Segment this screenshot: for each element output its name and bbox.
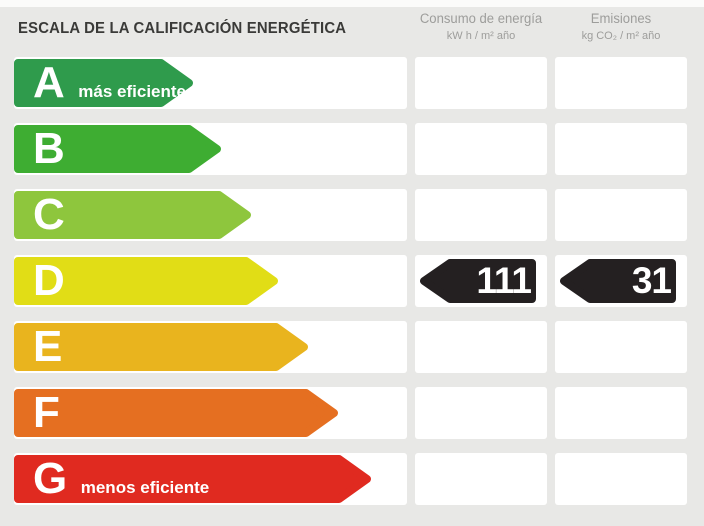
rating-arrow-shape: [14, 455, 371, 503]
emisiones-cell: [555, 453, 687, 505]
rating-arrow-shape: [14, 323, 308, 371]
rating-arrow-b: B: [14, 123, 221, 175]
consumo-column-header: Consumo de energía kW h / m² año: [415, 11, 547, 42]
consumo-cell: [415, 57, 547, 109]
emisiones-cell: 31: [555, 255, 687, 307]
rating-letter: F: [33, 388, 60, 437]
rating-arrow-c: C: [14, 189, 251, 241]
rating-letter: D: [33, 256, 65, 305]
rating-row-b: B: [0, 123, 704, 175]
consumo-cell: [415, 321, 547, 373]
rating-letter: G: [33, 454, 67, 503]
value-arrow-shape: [560, 259, 676, 303]
rating-arrow-shape: [14, 389, 338, 437]
value-arrow-shape: [420, 259, 536, 303]
rating-row-f: F: [0, 387, 704, 439]
emisiones-value-arrow: 31: [560, 259, 684, 303]
rating-row-g: G menos eficiente: [0, 453, 704, 505]
emisiones-cell: [555, 387, 687, 439]
emisiones-cell: [555, 321, 687, 373]
consumo-cell: [415, 453, 547, 505]
rating-arrow-shape: [14, 257, 278, 305]
emisiones-cell: [555, 57, 687, 109]
rating-arrow-label: más eficiente: [78, 82, 187, 101]
rating-arrow-g: G menos eficiente: [14, 453, 371, 505]
emisiones-value: 31: [631, 260, 672, 301]
consumo-column-units: kW h / m² año: [446, 30, 516, 42]
rating-arrow-label: menos eficiente: [80, 478, 210, 497]
rating-arrow-e: E: [14, 321, 308, 373]
rating-row-a: A más eficiente: [0, 57, 704, 109]
emisiones-cell: [555, 189, 687, 241]
rating-letter: C: [33, 190, 65, 239]
emisiones-cell: [555, 123, 687, 175]
consumo-cell: 111: [415, 255, 547, 307]
consumo-cell: [415, 387, 547, 439]
rating-arrow-shape: [14, 191, 251, 239]
rating-arrow-f: F: [14, 387, 338, 439]
rating-row-e: E: [0, 321, 704, 373]
rating-letter: B: [33, 124, 65, 173]
rating-arrow-shape: [14, 59, 193, 107]
consumo-cell: [415, 123, 547, 175]
consumo-value-arrow: 111: [420, 259, 544, 303]
rating-arrow-shape: [14, 125, 221, 173]
rating-row-c: C: [0, 189, 704, 241]
page-title: ESCALA DE LA CALIFICACIÓN ENERGÉTICA: [18, 20, 347, 37]
rating-letter: A: [33, 58, 65, 107]
emisiones-column-label: Emisiones: [590, 11, 652, 26]
consumo-value: 111: [476, 260, 532, 301]
rating-arrow-a: A más eficiente: [14, 57, 193, 109]
emisiones-column-units: kg CO₂ / m² año: [581, 30, 661, 42]
rating-letter: E: [33, 322, 62, 371]
emisiones-column-header: Emisiones kg CO₂ / m² año: [555, 11, 687, 42]
rating-row-d: 111 31 D: [0, 255, 704, 307]
consumo-cell: [415, 189, 547, 241]
top-strip: [0, 0, 704, 7]
rating-arrow-d: D: [14, 255, 278, 307]
consumo-column-label: Consumo de energía: [419, 11, 543, 26]
